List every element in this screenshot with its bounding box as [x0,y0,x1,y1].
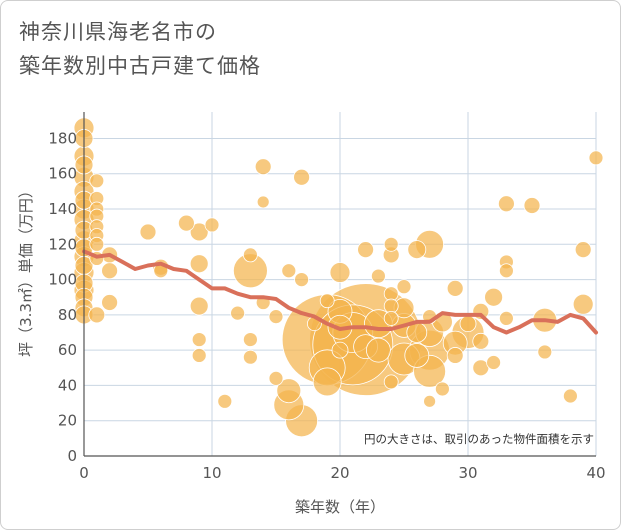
data-bubble [365,337,391,363]
x-tick-label: 40 [586,464,605,482]
data-bubble [294,272,310,287]
data-bubble [312,367,342,397]
y-tick-label: 20 [58,412,77,430]
y-axis-label: 坪（3.3㎡）単価（万円） [17,183,35,357]
data-bubble [484,287,504,307]
data-bubble [446,280,464,297]
y-tick-label: 160 [48,165,77,183]
data-bubble [281,263,297,279]
data-bubble [189,296,209,316]
y-tick-label: 60 [58,341,77,359]
y-tick-label: 0 [67,447,77,465]
data-bubble [89,236,105,252]
data-bubble [217,393,233,409]
data-bubble [319,293,335,309]
average-price-line [82,249,598,335]
size-annotation: 円の大きさは、取引のあった物件面積を示す [364,432,594,446]
y-tick-label: 140 [48,200,77,218]
data-bubble [189,254,209,274]
chart-title-line-2: 築年数別中古戸建て価格 [19,54,261,78]
data-bubble [383,310,399,326]
grid-lines [84,112,597,456]
y-tick-label: 40 [58,376,77,394]
data-bubble [434,381,450,397]
data-bubble [357,241,375,259]
data-bubble [256,195,270,209]
data-bubble [242,332,258,347]
data-bubble [329,262,351,283]
data-bubble [383,236,399,252]
x-tick-label: 30 [458,464,477,482]
chart-title-line-1: 神奈川県海老名市の [19,20,217,44]
data-bubble [396,279,412,295]
data-bubble [523,197,541,214]
data-bubble [88,306,106,324]
x-tick-label: 0 [79,464,89,482]
data-bubble [497,195,515,213]
data-bubble [404,343,430,368]
data-bubble [498,310,514,326]
data-bubble [101,262,118,280]
data-bubble [588,150,604,166]
data-bubble [268,309,284,325]
data-bubble [472,332,490,350]
data-bubble [276,378,302,404]
data-bubble [574,241,592,259]
data-bubble [242,349,258,365]
data-bubble [191,348,207,363]
data-bubble [230,305,246,321]
average-line-layer [82,249,598,335]
x-tick-label: 20 [330,464,349,482]
y-tick-label: 80 [58,306,77,324]
data-bubble [268,370,284,386]
data-bubble [423,394,437,408]
data-bubble [459,315,477,333]
data-bubble [331,341,349,359]
data-bubble [139,223,157,241]
data-bubble [189,222,209,242]
data-bubble [498,263,514,279]
data-bubble [572,293,594,315]
y-tick-label: 180 [48,129,77,147]
data-bubble [563,388,578,404]
axes [83,112,596,457]
data-bubble [446,347,464,364]
data-bubble [383,286,399,302]
chart-title: 神奈川県海老名市の 築年数別中古戸建て価格 [19,15,599,83]
tick-labels: 0 10 20 30 40 0 20 40 60 80 100 120 140 160 180 [48,129,605,482]
data-bubble [242,247,258,263]
data-bubble [407,240,427,260]
data-bubble [89,173,105,189]
data-bubble [191,332,207,347]
data-bubble [293,168,311,186]
data-bubble [370,268,386,284]
data-bubble [254,158,272,176]
data-bubble [537,344,553,360]
data-bubble [204,217,220,233]
data-bubble [101,294,118,311]
x-axis-label: 築年数（年） [295,498,385,516]
data-bubble [486,355,502,370]
data-bubble [383,298,399,314]
x-tick-label: 10 [202,464,221,482]
data-bubble [177,214,195,232]
y-tick-label: 120 [48,235,77,253]
data-bubble [383,374,399,390]
y-tick-label: 100 [48,271,77,289]
bubble-layer [73,117,604,438]
